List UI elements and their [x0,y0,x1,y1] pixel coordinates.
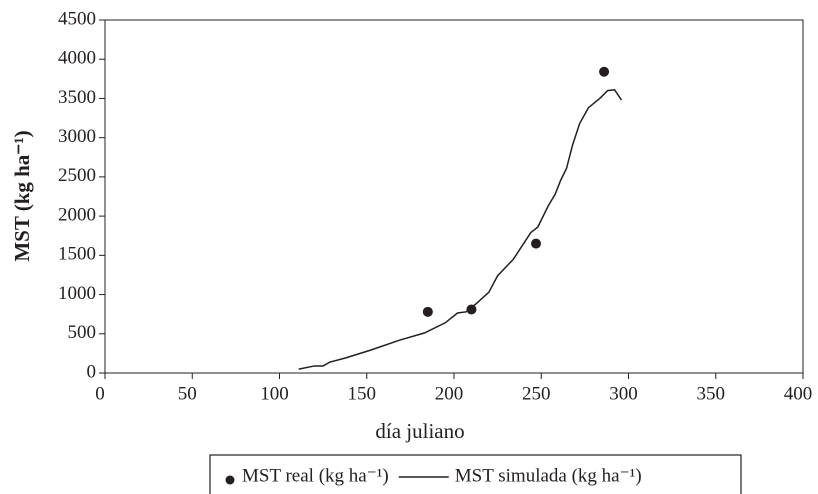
x-tick-label: 300 [609,383,638,404]
x-tick-label: 400 [784,383,813,404]
y-tick-label: 4000 [58,48,96,69]
x-axis-label: día juliano [375,419,464,443]
data-point [422,306,433,317]
legend-box [209,454,742,494]
y-tick-label: 2500 [58,165,96,186]
legend-marker [225,475,235,485]
plot-frame [104,19,804,374]
y-tick-label: 2000 [58,204,96,225]
data-point [599,66,610,77]
x-tick-label: 50 [178,383,197,404]
y-tick-label: 0 [87,361,97,382]
legend-label: MST simulada (kg ha⁻¹) [455,465,642,486]
y-tick-label: 500 [68,322,97,343]
data-point [466,304,477,315]
y-tick-label: 1000 [58,283,96,304]
legend-label: MST real (kg ha⁻¹) [242,465,389,486]
x-tick-label: 250 [522,383,551,404]
x-tick-label: 0 [95,383,105,404]
y-tick-label: 3000 [58,126,96,147]
y-axis-label: MST (kg ha⁻¹) [10,130,34,261]
x-tick-label: 350 [697,383,726,404]
data-point [531,238,542,249]
x-tick-label: 100 [260,383,289,404]
x-tick-label: 200 [435,383,464,404]
y-tick-label: 4500 [58,8,96,29]
data-line [298,89,623,370]
y-tick-label: 1500 [58,244,96,265]
x-tick-label: 150 [348,383,377,404]
y-tick-label: 3500 [58,87,96,108]
